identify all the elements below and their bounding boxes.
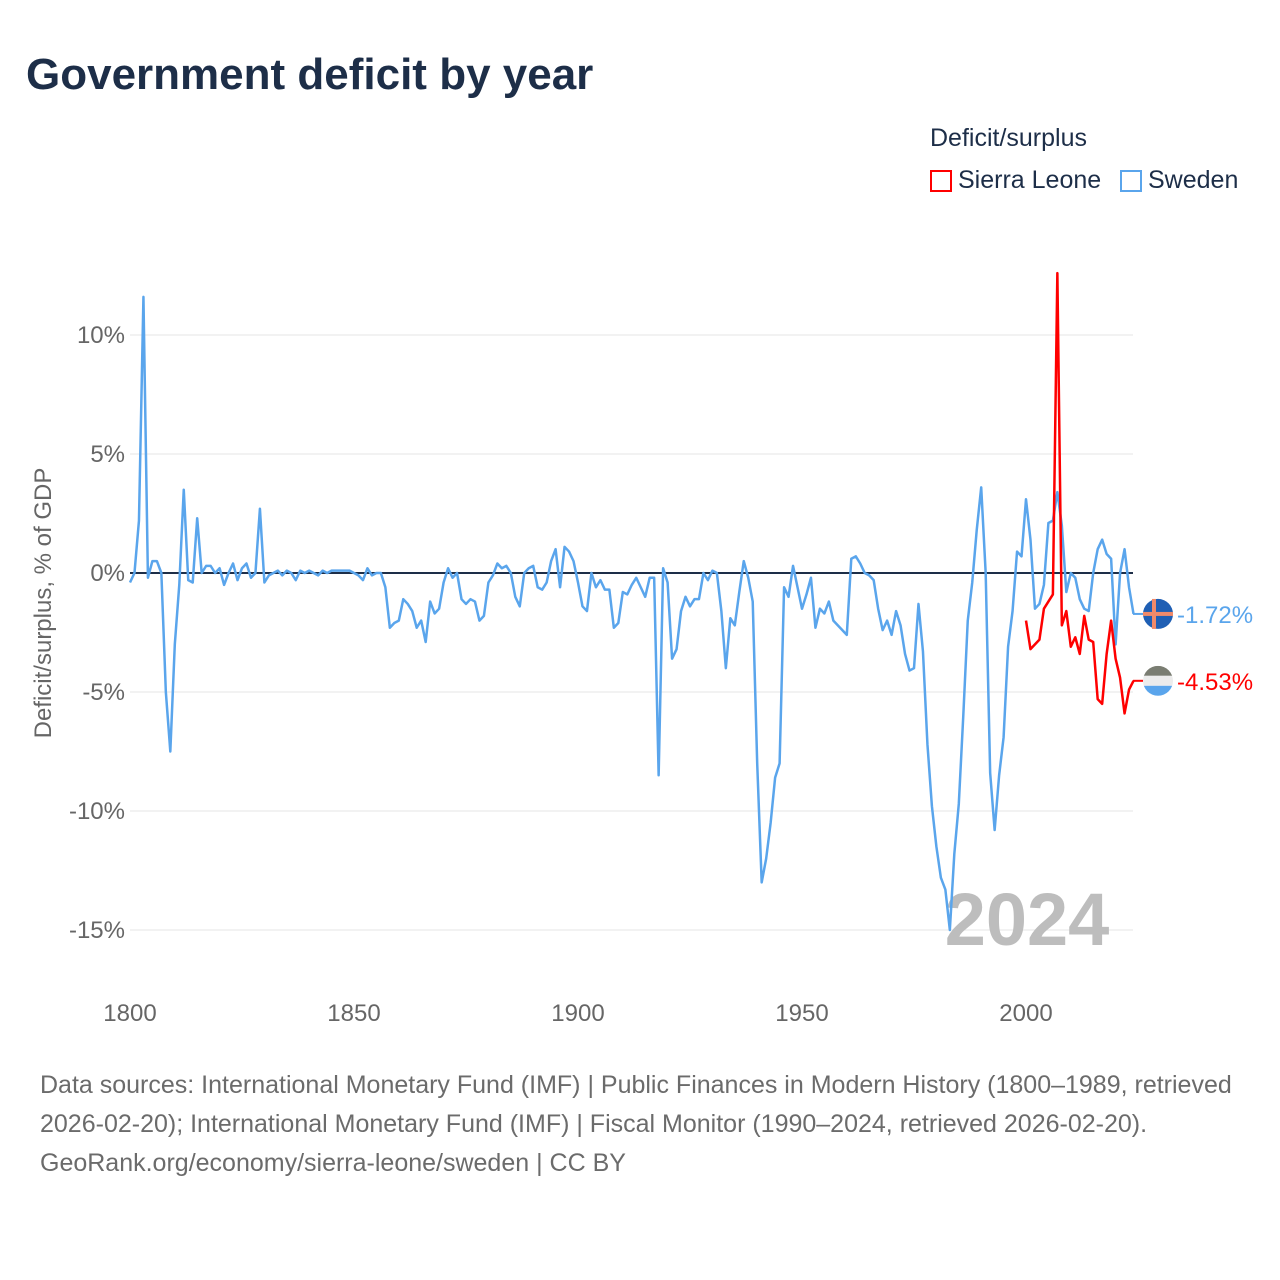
series-line-sierra-leone[interactable] <box>1024 271 1135 715</box>
sources-note: Data sources: International Monetary Fun… <box>40 1066 1240 1183</box>
legend-label: Sierra Leone <box>958 166 1102 194</box>
sweden-flag-icon <box>1143 598 1173 629</box>
y-tick-label: -15% <box>69 917 125 944</box>
legend-item-sweden[interactable]: Sweden <box>1120 166 1238 195</box>
x-tick-label: 1900 <box>551 1000 604 1027</box>
end-label-sweden: -1.72% <box>1177 602 1253 629</box>
series-line-sweden[interactable] <box>128 295 1135 932</box>
y-tick-label: 0% <box>90 560 125 587</box>
credit-link[interactable]: GeoRank.org/economy/sierra-leone/sweden … <box>40 1149 626 1177</box>
y-tick-label: 10% <box>77 322 125 349</box>
year-watermark: 2024 <box>945 878 1110 961</box>
chart-title: Government deficit by year <box>26 50 594 99</box>
y-tick-label: 5% <box>90 441 125 468</box>
legend-label: Sweden <box>1148 166 1239 194</box>
end-label-sierra-leone: -4.53% <box>1177 669 1253 696</box>
legend-swatch-sierra-leone <box>930 169 952 192</box>
x-tick-label: 1850 <box>327 1000 380 1027</box>
x-tick-label: 2000 <box>999 1000 1052 1027</box>
x-tick-label: 1800 <box>103 1000 156 1027</box>
legend-title: Deficit/surplus <box>930 124 1087 152</box>
y-tick-label: -5% <box>82 679 125 706</box>
x-tick-label: 1950 <box>775 1000 828 1027</box>
legend-item-sierra-leone[interactable]: Sierra Leone <box>930 166 1101 195</box>
data-sources-text: Data sources: International Monetary Fun… <box>40 1071 1232 1138</box>
sierra-leone-flag-icon <box>1143 665 1173 696</box>
line-chart: 10% 5% 0% -5% -10% -15% 1800 1850 1900 1950 2000 2… <box>30 271 1253 1027</box>
y-tick-label: -10% <box>69 798 125 825</box>
legend-swatch-sweden <box>1120 169 1142 192</box>
y-axis-label: Deficit/surplus, % of GDP <box>30 468 57 739</box>
